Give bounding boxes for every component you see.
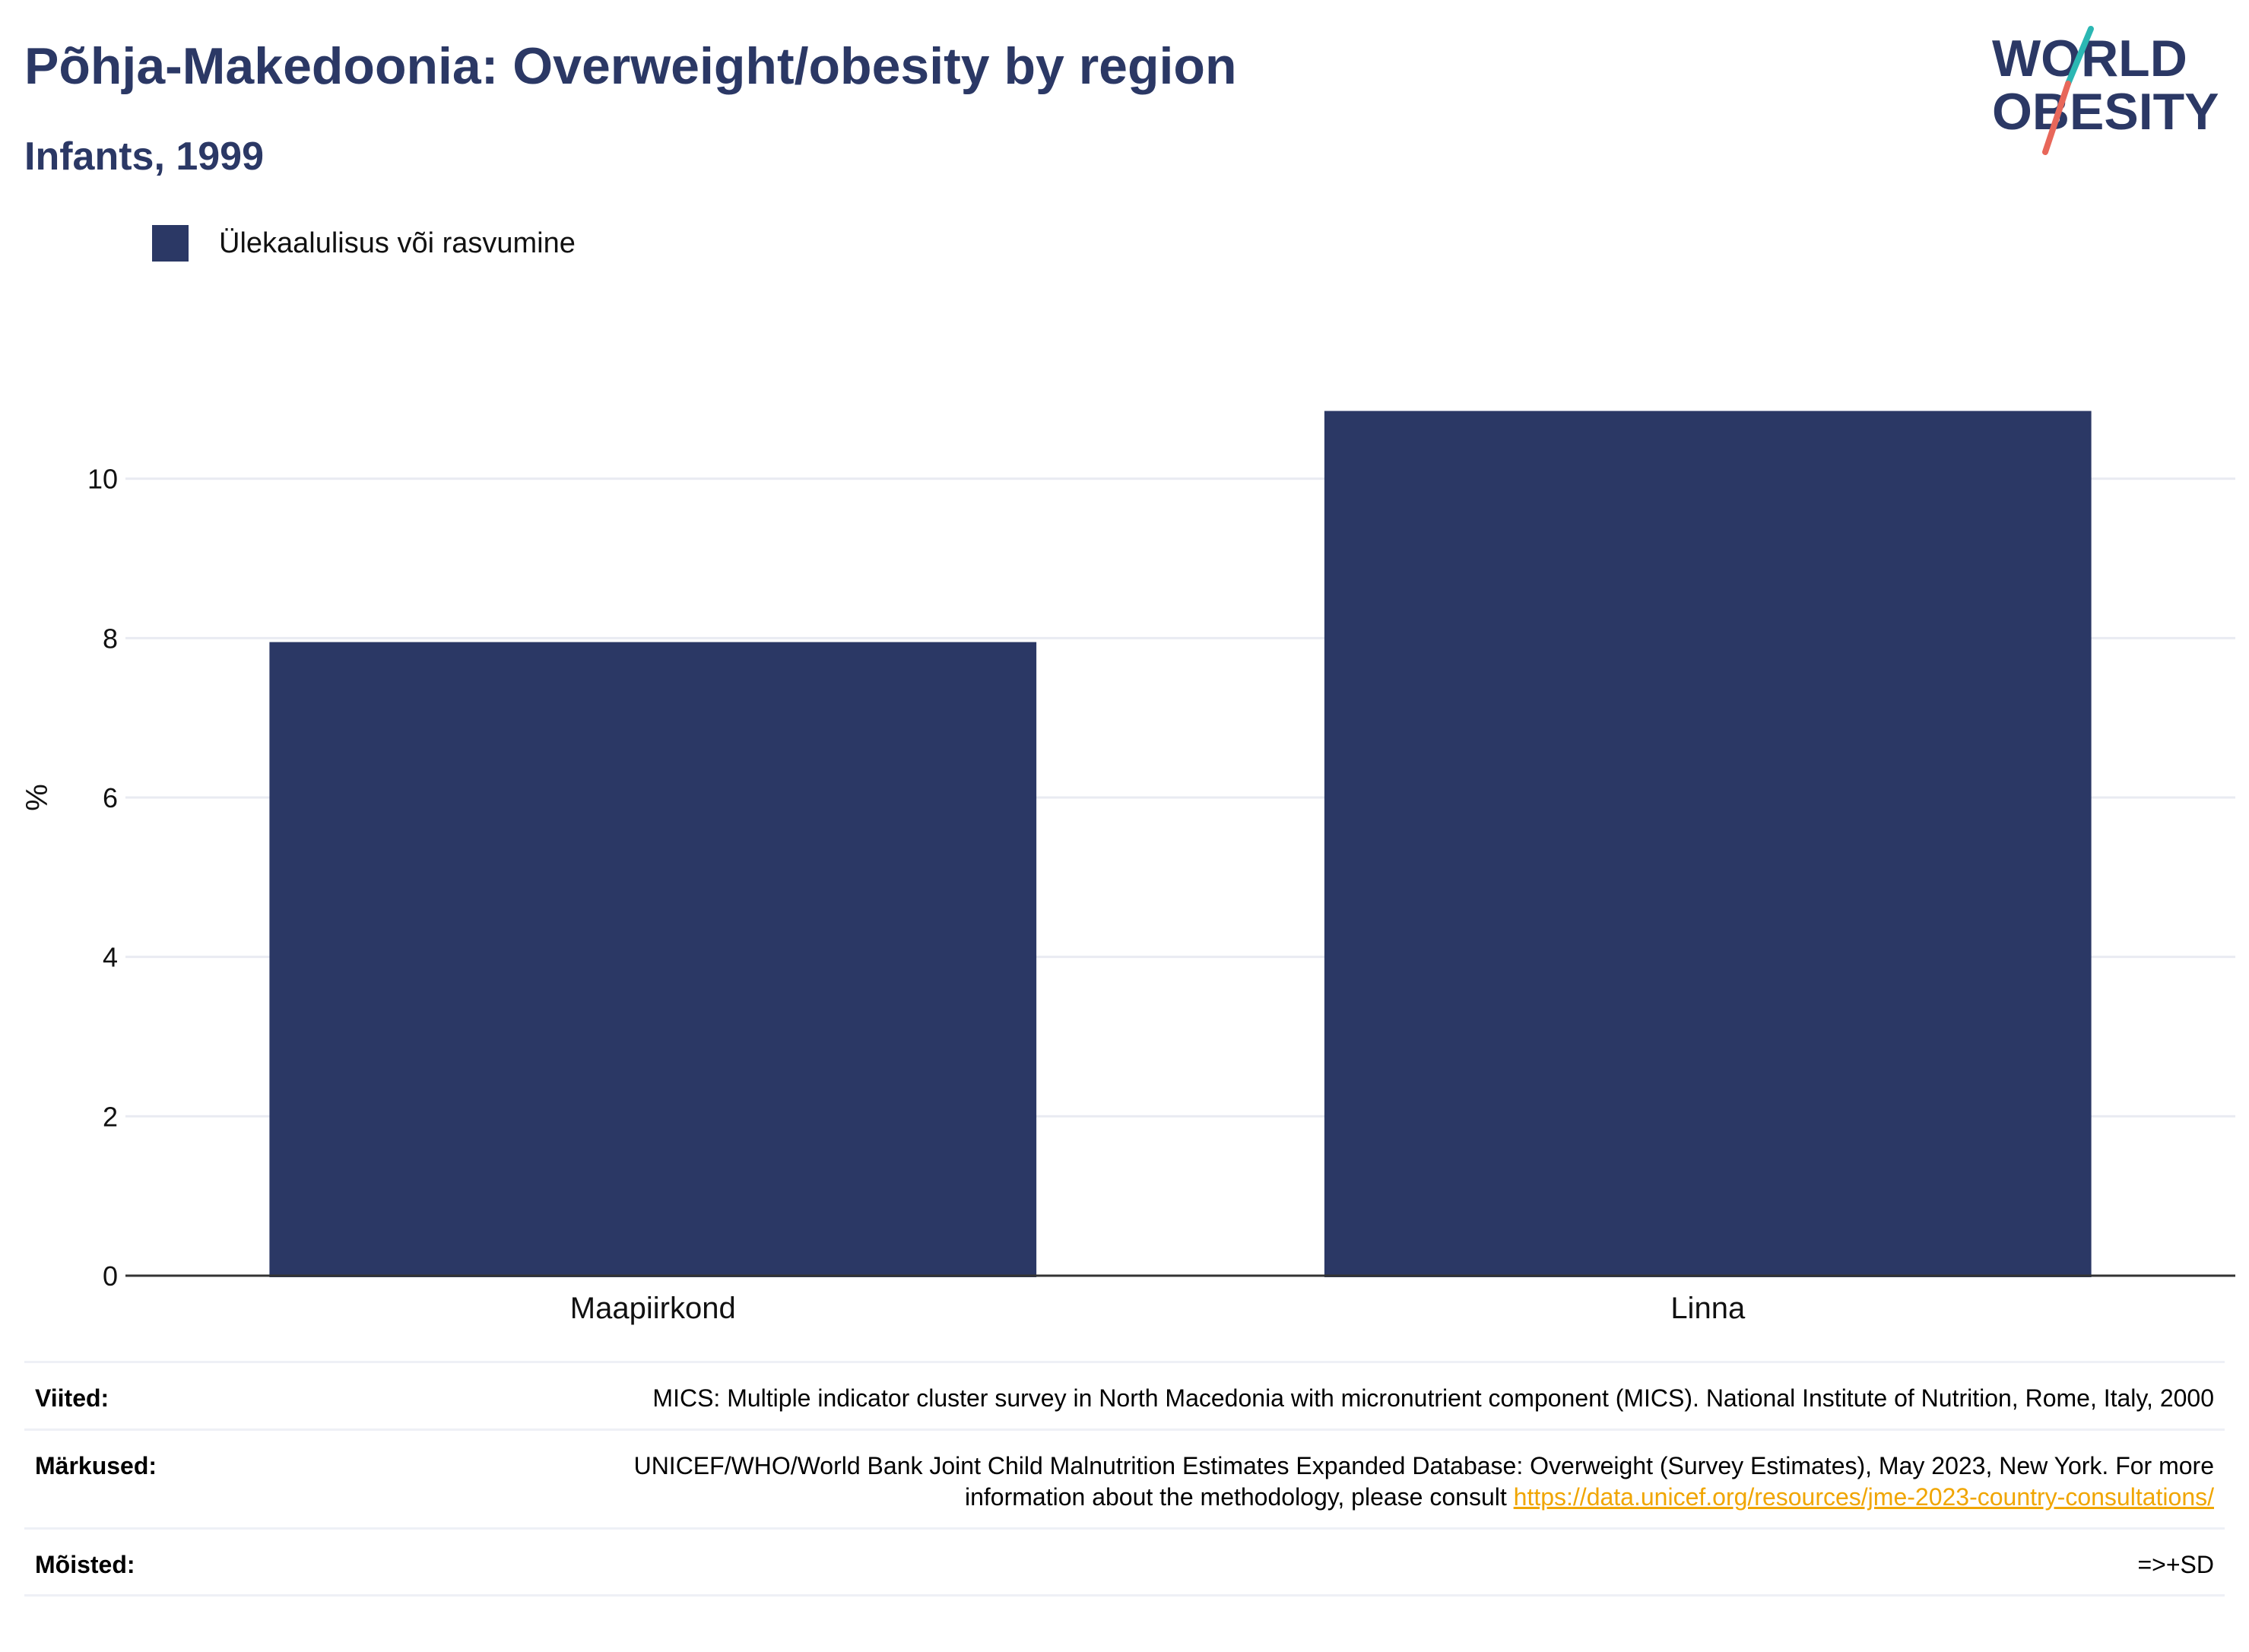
y-tick-label: 4 xyxy=(103,942,118,973)
y-tick-labels: 0 2 4 6 8 10 xyxy=(87,464,118,1292)
bar xyxy=(1324,411,2092,1277)
y-tick-label: 10 xyxy=(87,464,118,495)
page-title: Põhja-Makedoonia: Overweight/obesity by … xyxy=(24,37,1237,95)
world-obesity-logo: WORLD OBESITY xyxy=(1992,26,2219,155)
bar xyxy=(269,642,1037,1277)
legend-label: Ülekaalulisus või rasvumine xyxy=(219,227,576,259)
bars xyxy=(269,411,2092,1277)
y-axis-label: % xyxy=(21,784,54,811)
x-tick-label: Linna xyxy=(1670,1292,1746,1325)
footer-notes: Viited: MICS: Multiple indicator cluster… xyxy=(24,1361,2225,1597)
page-subtitle: Infants, 1999 xyxy=(24,135,265,179)
y-tick-label: 2 xyxy=(103,1101,118,1132)
x-tick-labels: Maapiirkond Linna xyxy=(570,1292,1746,1325)
notes-text: UNICEF/WHO/World Bank Joint Child Malnut… xyxy=(633,1451,2214,1511)
legend: Ülekaalulisus või rasvumine xyxy=(152,225,576,262)
footer-row-notes: Märkused: UNICEF/WHO/World Bank Joint Ch… xyxy=(24,1428,2225,1527)
definitions-label: Mõisted: xyxy=(35,1550,135,1578)
y-tick-label: 6 xyxy=(103,782,118,813)
references-text: MICS: Multiple indicator cluster survey … xyxy=(652,1384,2214,1412)
logo-line2: OBESITY xyxy=(1992,83,2219,141)
bar-chart: 0 2 4 6 8 10 Maapiirkond Linna % xyxy=(21,411,2235,1325)
x-tick-label: Maapiirkond xyxy=(570,1292,736,1325)
y-tick-label: 0 xyxy=(103,1260,118,1292)
footer-row-definitions: Mõisted: =>+SD xyxy=(24,1527,2225,1597)
legend-swatch xyxy=(152,225,189,262)
y-tick-label: 8 xyxy=(103,623,118,654)
references-label: Viited: xyxy=(35,1384,109,1412)
footer-row-references: Viited: MICS: Multiple indicator cluster… xyxy=(24,1361,2225,1428)
methodology-link[interactable]: https://data.unicef.org/resources/jme-20… xyxy=(1513,1483,2214,1511)
notes-value: UNICEF/WHO/World Bank Joint Child Malnut… xyxy=(541,1451,2214,1514)
notes-label: Märkused: xyxy=(35,1451,157,1479)
definitions-text: =>+SD xyxy=(2137,1550,2214,1578)
